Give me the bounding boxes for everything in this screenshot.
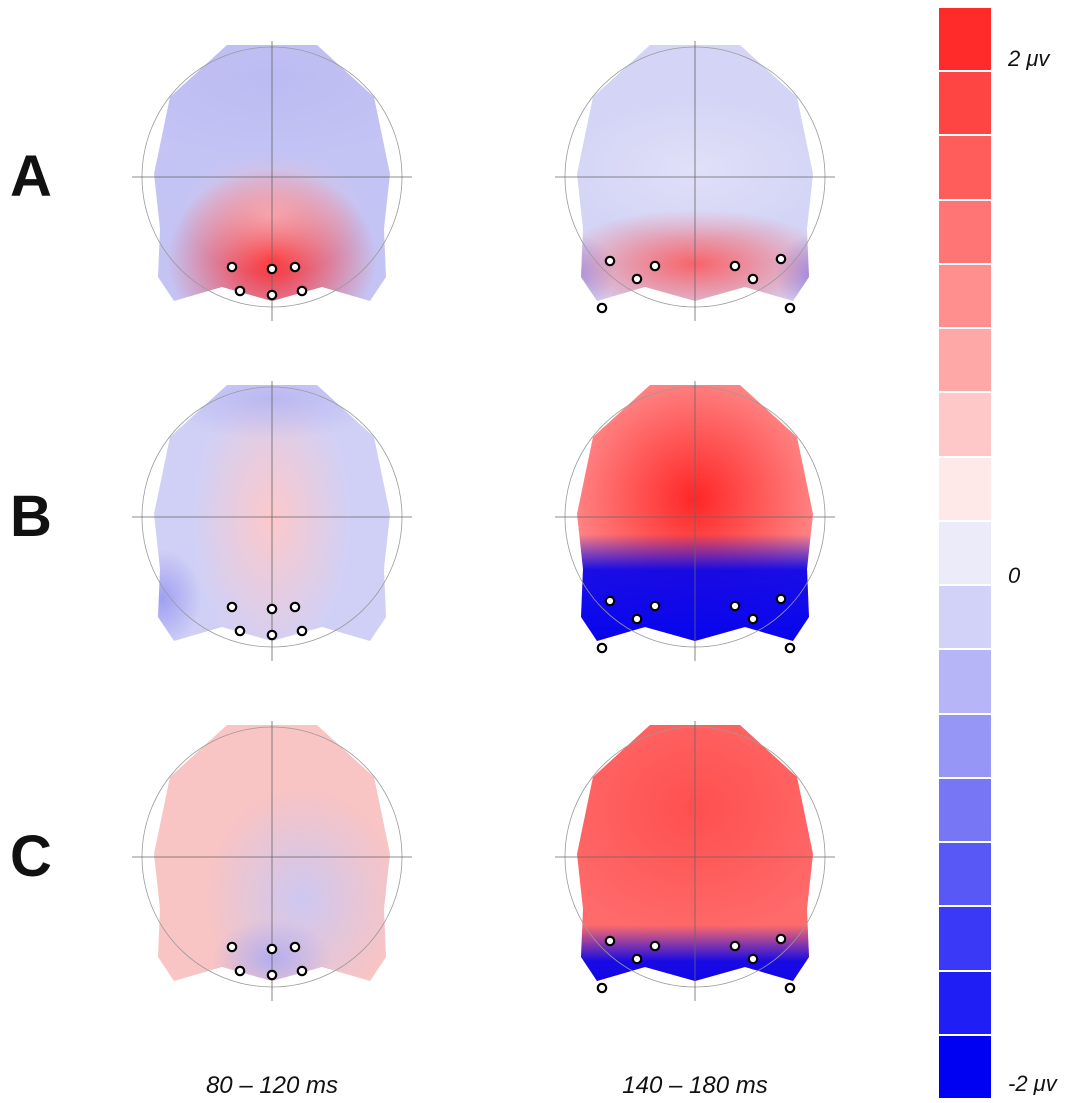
electrode-marker (631, 273, 643, 285)
colorbar-cell (939, 907, 991, 970)
electrode-marker (631, 953, 643, 965)
electrode-marker (296, 285, 308, 297)
column-label-late: 140 – 180 ms (622, 1072, 768, 1099)
electrode-marker (266, 943, 278, 955)
topomap-a-early (132, 41, 412, 321)
colorbar-cell (939, 521, 991, 585)
electrode-marker (296, 625, 308, 637)
electrode-marker (747, 953, 759, 965)
colorbar-cell (939, 714, 991, 777)
colorbar-cell (939, 778, 991, 842)
electrode-marker (266, 969, 278, 981)
electrode-marker (596, 982, 608, 994)
electrode-marker (784, 982, 796, 994)
row-label-a: A (10, 144, 52, 209)
row-label-b: B (10, 484, 52, 549)
electrode-marker (234, 965, 246, 977)
electrode-marker (747, 613, 759, 625)
electrode-marker (729, 600, 741, 612)
electrode-marker (596, 642, 608, 654)
electrode-marker (775, 593, 787, 605)
colorbar-cell (939, 136, 991, 199)
topomap-a-late (555, 41, 835, 321)
colorbar-cell (939, 200, 991, 263)
colorbar-cell (939, 393, 991, 456)
colorbar-cell (939, 650, 991, 713)
colorbar-cell (939, 1035, 991, 1098)
colorbar-cell (939, 457, 991, 520)
topomap-c-early (132, 721, 412, 1001)
electrode-marker (649, 600, 661, 612)
colorbar-cell (939, 72, 991, 135)
colorbar-max-label: 2 μv (1008, 46, 1050, 71)
topomap-c-late (555, 721, 835, 1001)
electrode-marker (266, 603, 278, 615)
colorbar-min-label: -2 μv (1008, 1071, 1057, 1096)
electrode-marker (747, 273, 759, 285)
electrode-marker (266, 289, 278, 301)
electrode-marker (296, 965, 308, 977)
electrode-marker (596, 302, 608, 314)
electrode-marker (234, 285, 246, 297)
electrode-marker (631, 613, 643, 625)
colorbar-cell (939, 843, 991, 906)
electrode-marker (289, 941, 301, 953)
electrode-marker (784, 642, 796, 654)
topomap-b-late (555, 381, 835, 661)
colorbar-cell (939, 329, 991, 392)
electrode-marker (775, 253, 787, 265)
electrode-marker (234, 625, 246, 637)
colorbar (939, 8, 991, 1098)
electrode-marker (649, 940, 661, 952)
electrode-marker (604, 255, 616, 267)
electrode-marker (266, 629, 278, 641)
electrode-marker (289, 261, 301, 273)
electrode-marker (226, 941, 238, 953)
row-label-c: C (10, 824, 52, 889)
electrode-marker (649, 260, 661, 272)
colorbar-cell (939, 971, 991, 1034)
electrode-marker (729, 260, 741, 272)
electrode-marker (266, 263, 278, 275)
column-label-early: 80 – 120 ms (205, 1072, 339, 1099)
electrode-marker (729, 940, 741, 952)
electrode-marker (775, 933, 787, 945)
electrode-marker (226, 261, 238, 273)
electrode-marker (289, 601, 301, 613)
colorbar-cell (939, 264, 991, 328)
colorbar-zero-label: 0 (1008, 563, 1021, 588)
electrode-marker (226, 601, 238, 613)
electrode-marker (604, 595, 616, 607)
colorbar-cell (939, 8, 991, 71)
electrode-marker (784, 302, 796, 314)
electrode-marker (604, 935, 616, 947)
topomap-b-early (132, 381, 412, 661)
colorbar-cell (939, 586, 991, 649)
